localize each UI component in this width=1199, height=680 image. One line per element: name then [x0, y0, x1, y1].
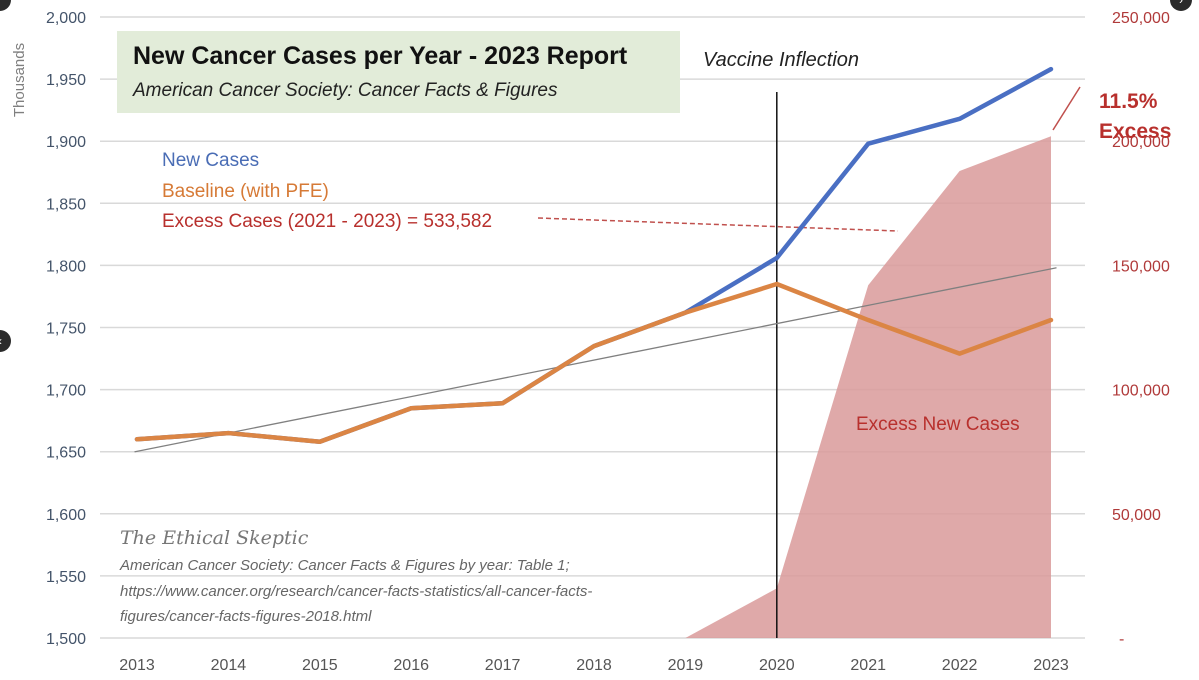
left-tick-label: 1,900 [46, 134, 86, 151]
x-tick-label: 2022 [942, 657, 978, 674]
excess-percent-value: 11.5% [1099, 90, 1158, 113]
x-tick-label: 2020 [759, 657, 795, 674]
left-tick-label: 1,600 [46, 507, 86, 524]
left-tick-label: 1,550 [46, 569, 86, 586]
source-line-1: American Cancer Society: Cancer Facts & … [120, 557, 570, 574]
chevron-right-icon: › [1179, 0, 1183, 7]
x-tick-label: 2013 [119, 657, 155, 674]
x-tick-label: 2015 [302, 657, 338, 674]
x-tick-label: 2014 [211, 657, 247, 674]
watermark-signature: The Ethical Skeptic [120, 527, 309, 549]
x-tick-label: 2017 [485, 657, 521, 674]
source-line-3: figures/cancer-facts-figures-2018.html [120, 608, 372, 625]
left-tick-label: 1,650 [46, 445, 86, 462]
vaccine-inflection-label: Vaccine Inflection [703, 49, 860, 71]
chart-title: New Cancer Cases per Year - 2023 Report [133, 42, 628, 70]
left-tick-label: 1,500 [46, 631, 86, 648]
x-tick-label: 2023 [1033, 657, 1069, 674]
left-tick-label: 1,950 [46, 72, 86, 89]
excess-percent-label: Excess [1099, 120, 1172, 143]
chart-subtitle: American Cancer Society: Cancer Facts & … [133, 80, 558, 101]
legend-baseline: Baseline (with PFE) [162, 181, 329, 202]
right-tick-label: 100,000 [1112, 383, 1170, 400]
source-line-2: https://www.cancer.org/research/cancer-f… [120, 583, 593, 600]
left-tick-label: 2,000 [46, 10, 86, 27]
corner-nav-button[interactable] [0, 0, 11, 11]
x-tick-label: 2018 [576, 657, 612, 674]
x-tick-label: 2019 [668, 657, 704, 674]
left-tick-label: 1,850 [46, 196, 86, 213]
excess-area-layer [685, 136, 1051, 638]
excess-area-label: Excess New Cases [856, 414, 1020, 435]
left-axis-ticks: 1,500 1,550 1,600 1,650 1,700 1,750 1,800 1,850… [46, 10, 86, 648]
title-box [117, 31, 680, 113]
chevron-left-icon: ‹ [0, 334, 2, 348]
right-tick-label: - [1119, 631, 1124, 648]
series-lines [134, 66, 1057, 453]
x-tick-label: 2021 [850, 657, 886, 674]
x-tick-label: 2016 [393, 657, 429, 674]
left-tick-label: 1,800 [46, 258, 86, 275]
right-tick-label: 150,000 [1112, 258, 1170, 275]
right-tick-label: 250,000 [1112, 10, 1170, 27]
right-tick-label: 200,000 [1112, 134, 1170, 151]
excess-percent-pointer [1052, 86, 1081, 131]
trend-line [134, 267, 1057, 453]
gridlines [100, 16, 1085, 639]
left-axis-label: Thousands [11, 43, 28, 117]
left-tick-label: 1,750 [46, 321, 86, 338]
left-tick-label: 1,700 [46, 383, 86, 400]
right-axis-ticks: - 50,000 100,000 150,000 200,000 250,000 [1112, 10, 1170, 648]
next-image-button[interactable]: › [1170, 0, 1192, 11]
legend-new-cases: New Cases [162, 150, 260, 171]
x-axis-ticks: 2013 2014 2015 2016 2017 2018 2019 2020 2021 2022… [119, 657, 1069, 674]
prev-image-button[interactable]: ‹ [0, 330, 11, 352]
annotation-layer [537, 86, 1081, 638]
right-tick-label: 50,000 [1112, 507, 1161, 524]
excess-percent-annotation: 11.5% Excess [1099, 87, 1171, 147]
excess-cases-dashed-pointer [537, 217, 899, 232]
legend-excess-cases: Excess Cases (2021 - 2023) = 533,582 [162, 211, 493, 232]
excess-area [685, 136, 1051, 638]
